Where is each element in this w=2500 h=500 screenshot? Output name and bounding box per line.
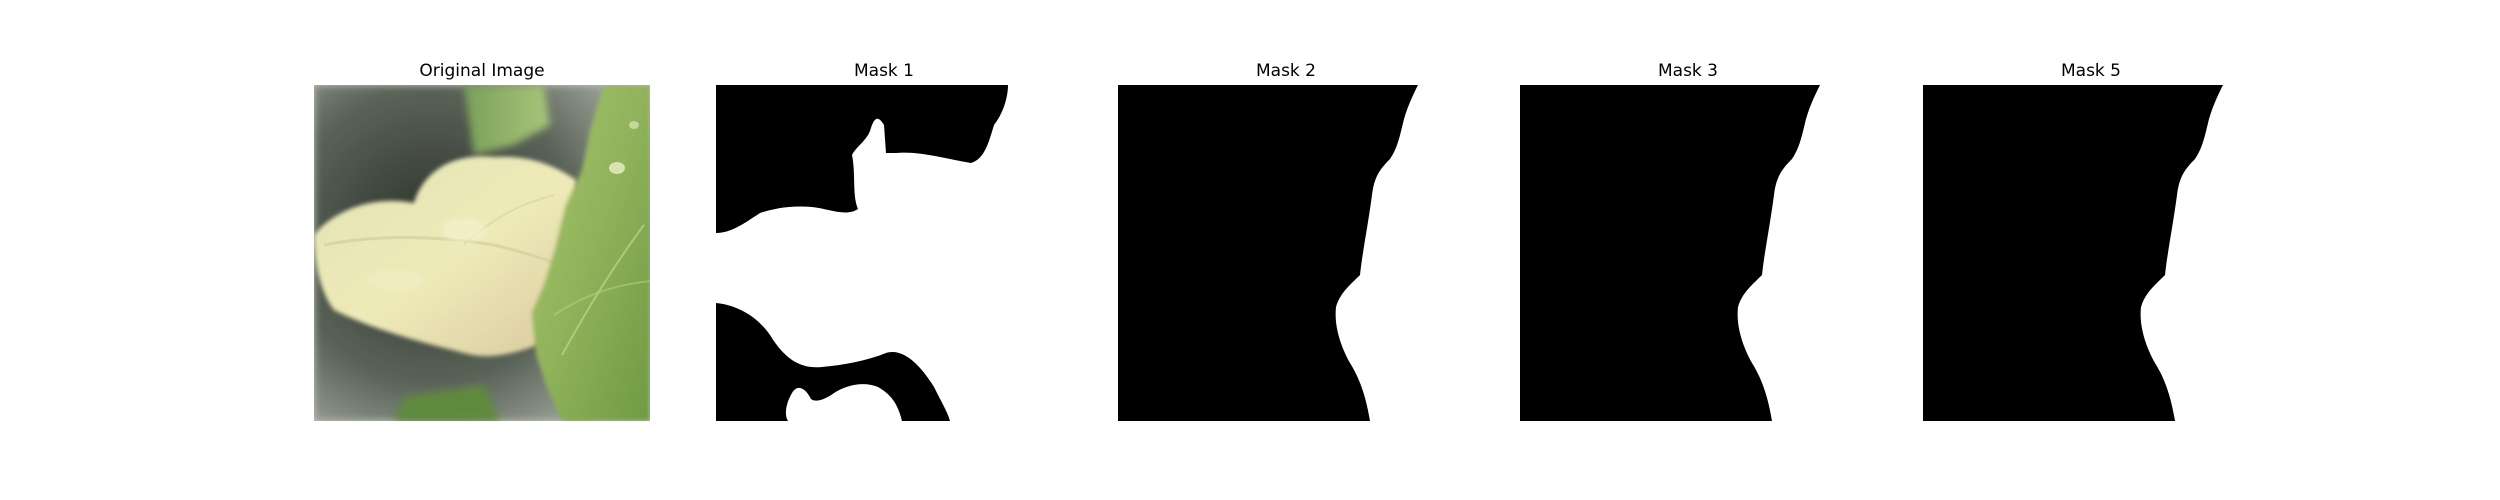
mask-3-image [1520,85,1856,421]
mask-2-image [1118,85,1454,421]
panel-title: Mask 2 [1255,61,1316,81]
panel-title: Mask 3 [1657,61,1718,81]
panel-title: Original Image [419,61,545,81]
original-leaf-photo [314,85,650,421]
mask-1-image [716,85,1052,421]
panel-title: Mask 5 [2060,61,2121,81]
panel-title: Mask 1 [853,61,914,81]
mask-5-image [1923,85,2259,421]
